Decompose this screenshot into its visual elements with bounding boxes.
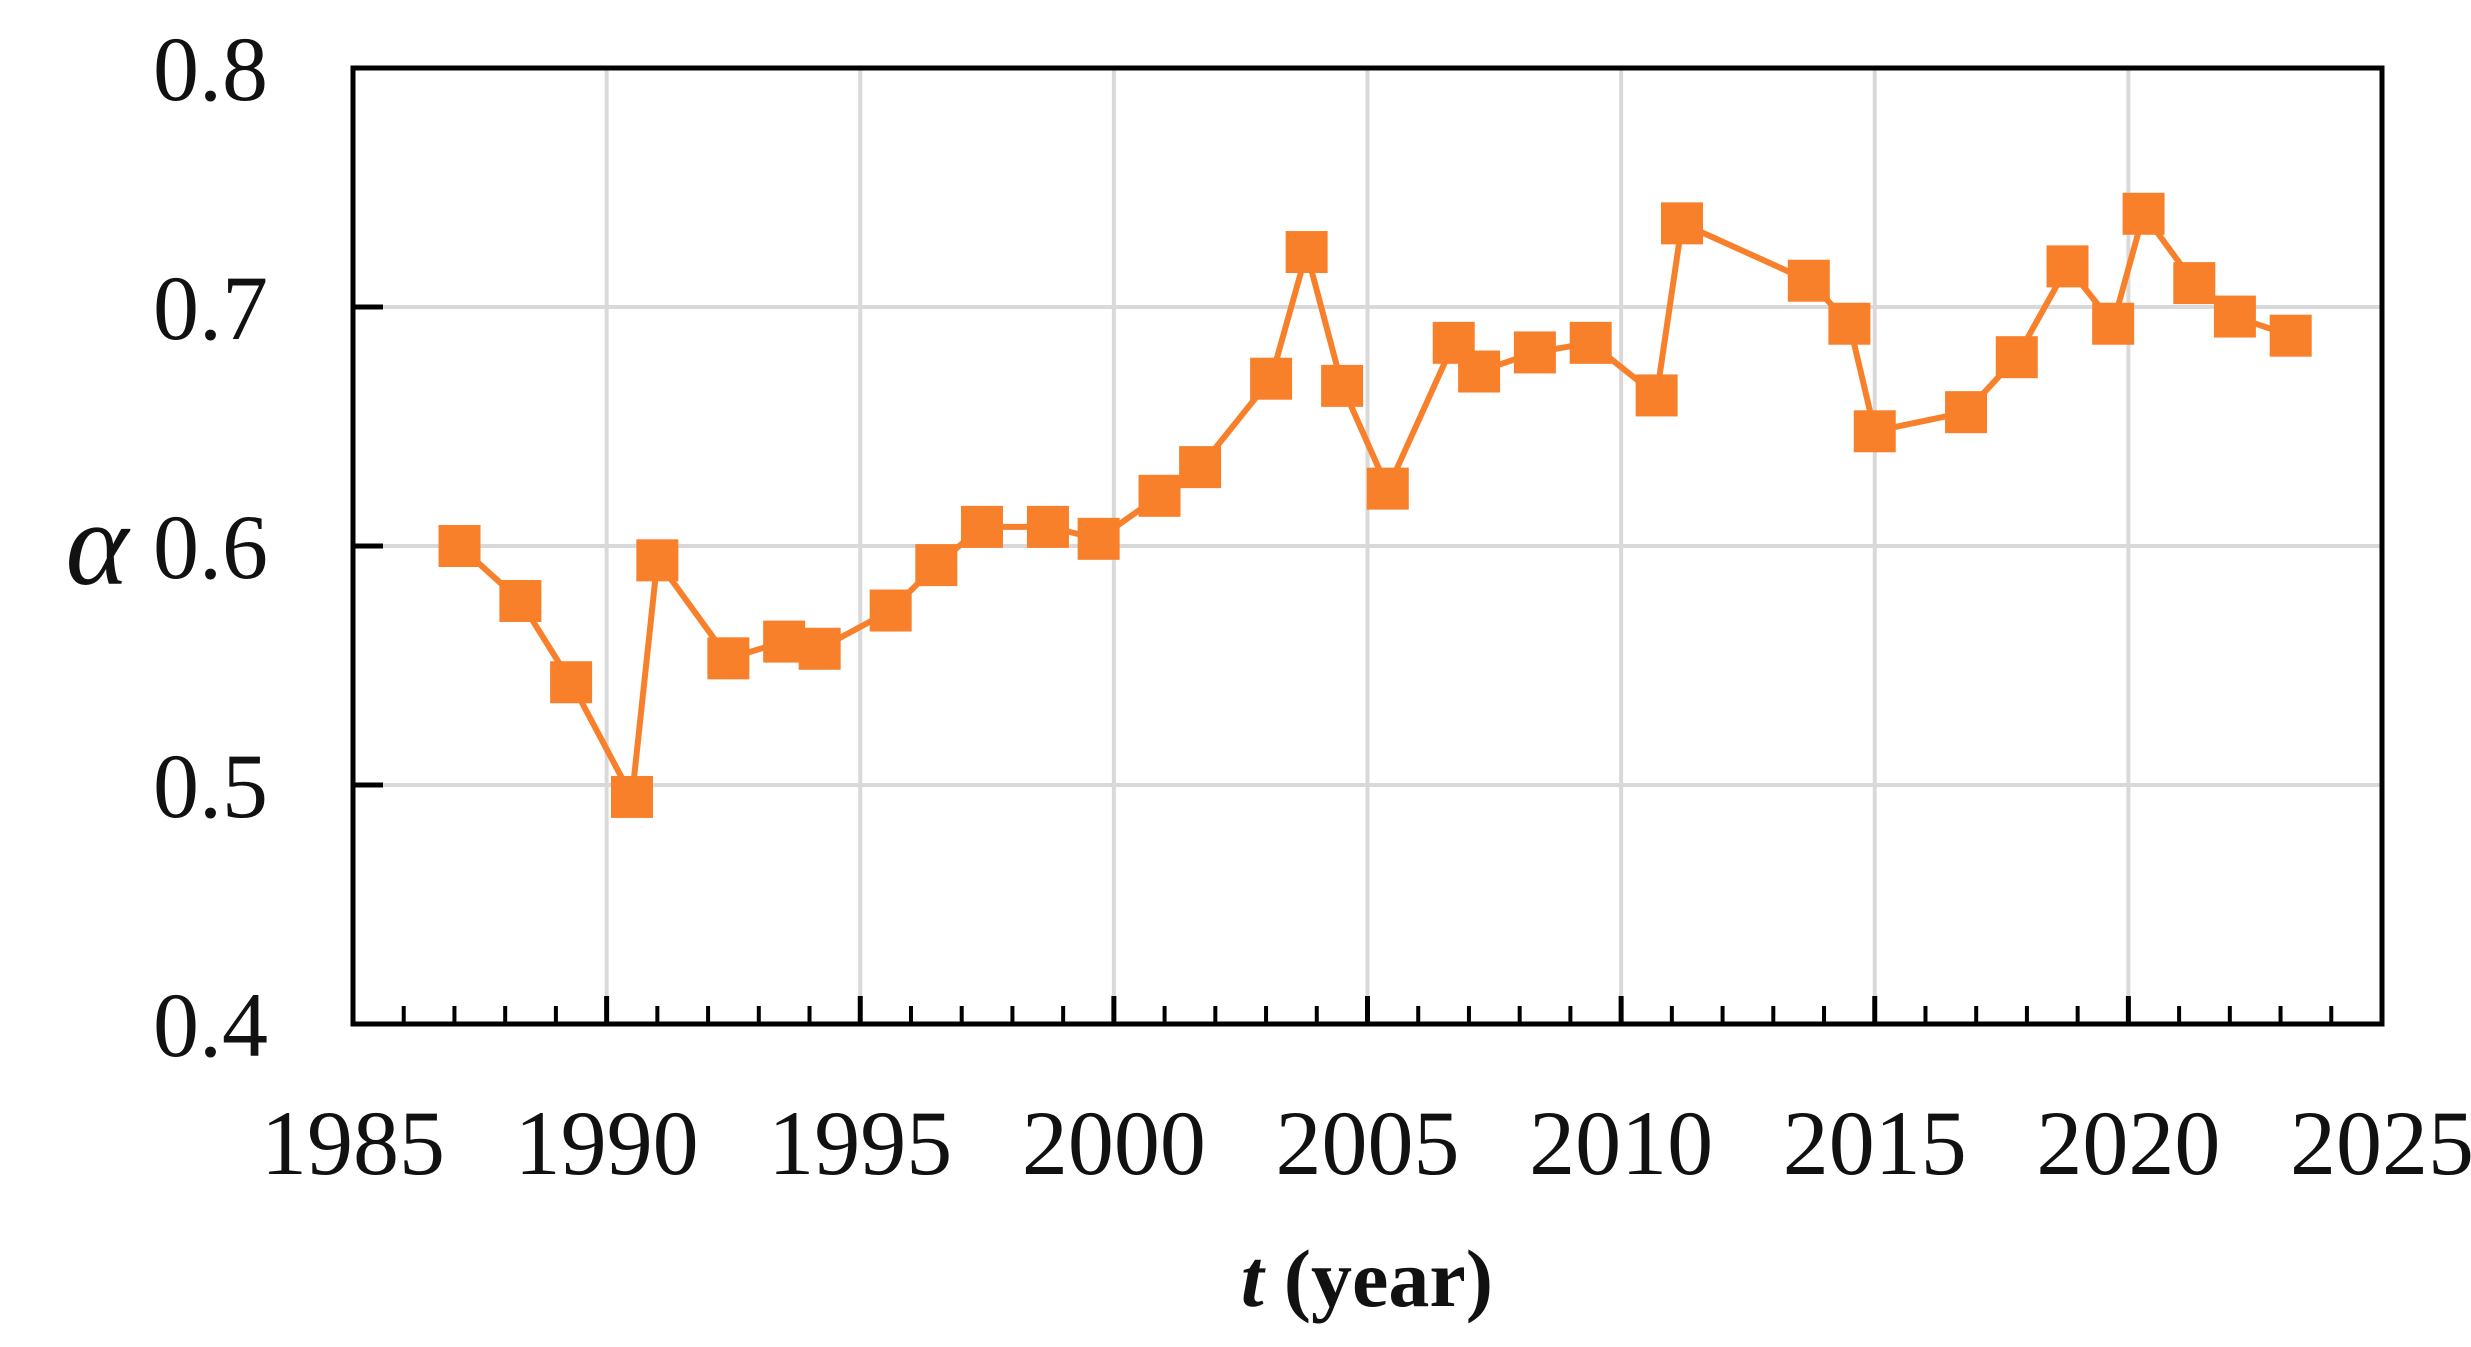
data-point-marker — [763, 620, 806, 663]
data-point-marker — [1787, 259, 1830, 302]
x-tick-label: 2015 — [1783, 1092, 1967, 1194]
data-point-marker — [499, 579, 542, 622]
alpha-vs-time-chart: 0.4 0.5 0.6 0.7 0.8 1985 1990 1995 2000 2005 2010 2… — [66, 18, 2471, 1324]
x-axis-title: t (year) — [1241, 1233, 1493, 1324]
y-tick-label: 0.7 — [153, 257, 268, 359]
data-point-marker — [707, 637, 750, 680]
data-point-marker — [1138, 474, 1181, 517]
data-point-marker — [1366, 467, 1409, 510]
data-point-marker — [1635, 374, 1678, 417]
x-tick-label: 2005 — [1276, 1092, 1460, 1194]
data-point-marker — [1660, 202, 1703, 245]
data-point-marker — [1853, 410, 1896, 453]
y-tick-label: 0.6 — [153, 496, 268, 598]
data-point-marker — [610, 775, 653, 818]
data-point-marker — [1321, 364, 1364, 407]
x-tick-label: 2025 — [2290, 1092, 2471, 1194]
data-point-marker — [1026, 505, 1069, 548]
data-point-marker — [2213, 295, 2256, 338]
x-tick-label: 2000 — [1022, 1092, 1206, 1194]
data-point-marker — [1077, 517, 1120, 560]
data-point-marker — [1569, 321, 1612, 364]
data-point-marker — [1458, 350, 1501, 393]
data-series-layer — [438, 192, 2312, 818]
data-point-marker — [1179, 446, 1222, 489]
data-point-marker — [1995, 336, 2038, 379]
y-axis-title: α — [66, 477, 131, 610]
plot-area-border — [350, 65, 2385, 1027]
tick-labels-layer: 0.4 0.5 0.6 0.7 0.8 1985 1990 1995 2000 2005 2010 2… — [153, 18, 2471, 1194]
data-point-marker — [438, 525, 481, 567]
data-point-marker — [2269, 314, 2312, 357]
data-point-marker — [869, 589, 912, 632]
x-tick-label: 1985 — [261, 1092, 445, 1194]
data-point-marker — [2092, 302, 2135, 345]
data-point-marker — [1513, 331, 1556, 374]
x-tick-label: 1995 — [768, 1092, 952, 1194]
x-tick-label: 1990 — [515, 1092, 699, 1194]
y-tick-label: 0.5 — [153, 735, 268, 837]
data-point-marker — [1285, 231, 1328, 274]
data-point-marker — [1828, 302, 1871, 345]
alpha-vs-time-chart-figure: 0.4 0.5 0.6 0.7 0.8 1985 1990 1995 2000 2005 2010 2… — [40, 16, 2471, 1347]
x-tick-label: 2020 — [2036, 1092, 2220, 1194]
data-point-marker — [2173, 262, 2216, 305]
x-axis-title-unit: (year) — [1284, 1233, 1493, 1324]
data-point-marker — [960, 505, 1003, 548]
data-point-marker — [798, 627, 841, 670]
data-point-marker — [1250, 357, 1293, 400]
y-tick-label: 0.8 — [153, 18, 268, 120]
data-point-marker — [2046, 245, 2089, 288]
data-point-marker — [2122, 192, 2165, 235]
axis-ticks-layer — [353, 304, 2334, 1024]
data-point-marker — [636, 539, 679, 582]
data-point-marker — [915, 544, 958, 587]
x-tick-label: 2010 — [1529, 1092, 1713, 1194]
x-axis-title-variable: t — [1241, 1233, 1266, 1324]
data-point-marker — [550, 661, 593, 704]
y-tick-label: 0.4 — [153, 974, 268, 1076]
data-point-marker — [1945, 391, 1988, 434]
